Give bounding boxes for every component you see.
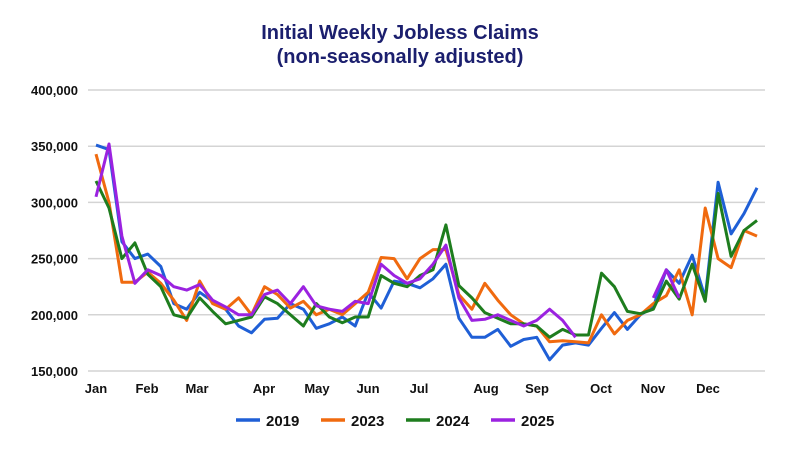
legend-label-2019: 2019 [266, 413, 299, 430]
x-tick-label: Nov [641, 381, 666, 396]
y-tick-label: 250,000 [31, 252, 78, 267]
x-tick-label: Dec [696, 381, 720, 396]
x-tick-label: Jan [85, 381, 107, 396]
x-tick-label: Apr [253, 381, 275, 396]
x-tick-label: Feb [135, 381, 158, 396]
y-tick-label: 300,000 [31, 195, 78, 210]
x-tick-label: Aug [473, 381, 498, 396]
y-tick-label: 150,000 [31, 364, 78, 379]
x-tick-label: Oct [590, 381, 612, 396]
y-tick-label: 200,000 [31, 308, 78, 323]
legend-label-2025: 2025 [521, 413, 554, 430]
x-tick-label: Jun [356, 381, 379, 396]
legend-label-2023: 2023 [351, 413, 384, 430]
x-tick-label: Sep [525, 381, 549, 396]
chart-title: Initial Weekly Jobless Claims [261, 22, 539, 44]
y-tick-label: 350,000 [31, 139, 78, 154]
chart-subtitle: (non-seasonally adjusted) [276, 46, 524, 68]
series-line-2025 [94, 142, 577, 339]
x-tick-label: Mar [185, 381, 208, 396]
x-tick-label: Jul [410, 381, 429, 396]
series-line-2025 [651, 268, 681, 299]
y-tick-label: 400,000 [31, 83, 78, 98]
legend-label-2024: 2024 [436, 413, 470, 430]
x-tick-label: May [304, 381, 330, 396]
